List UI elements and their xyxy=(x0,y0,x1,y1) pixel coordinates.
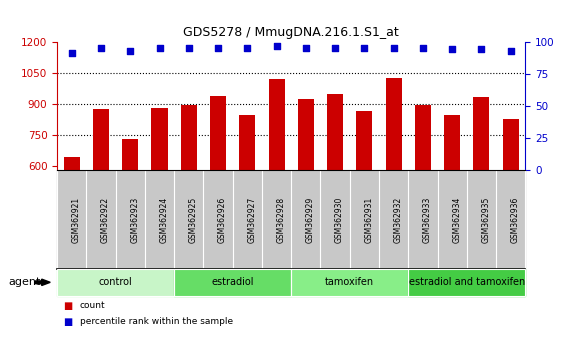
Text: GSM362926: GSM362926 xyxy=(218,196,227,242)
Text: GSM362934: GSM362934 xyxy=(452,196,461,243)
Text: GSM362925: GSM362925 xyxy=(189,196,198,242)
Point xyxy=(126,48,135,54)
Point xyxy=(272,44,281,49)
Text: GSM362922: GSM362922 xyxy=(101,196,110,242)
Bar xyxy=(415,104,431,289)
Bar xyxy=(93,109,109,289)
Bar xyxy=(122,139,138,289)
Text: ■: ■ xyxy=(63,301,72,311)
Point xyxy=(184,45,194,50)
Bar xyxy=(151,108,167,289)
Text: GSM362928: GSM362928 xyxy=(276,196,286,242)
Text: count: count xyxy=(80,301,106,310)
Bar xyxy=(210,96,226,289)
Point xyxy=(243,45,252,50)
Point xyxy=(419,45,428,50)
Bar xyxy=(268,80,284,289)
Text: GSM362927: GSM362927 xyxy=(247,196,256,242)
Text: estradiol and tamoxifen: estradiol and tamoxifen xyxy=(409,277,525,287)
Point xyxy=(448,46,457,52)
Text: GSM362923: GSM362923 xyxy=(130,196,139,242)
Text: control: control xyxy=(99,277,132,287)
Text: agent: agent xyxy=(9,277,41,287)
Bar xyxy=(356,111,372,289)
Bar xyxy=(327,94,343,289)
Text: GSM362933: GSM362933 xyxy=(423,196,432,243)
Text: GSM362921: GSM362921 xyxy=(72,196,81,242)
Point xyxy=(389,45,398,50)
Point xyxy=(477,46,486,52)
Point xyxy=(67,50,77,56)
Bar xyxy=(181,104,197,289)
Text: percentile rank within the sample: percentile rank within the sample xyxy=(80,317,233,326)
Bar xyxy=(64,156,80,289)
Point xyxy=(301,45,311,50)
Text: GSM362935: GSM362935 xyxy=(481,196,490,243)
Point xyxy=(214,45,223,50)
Point xyxy=(96,45,106,50)
Bar xyxy=(385,79,401,289)
Text: estradiol: estradiol xyxy=(211,277,254,287)
Bar xyxy=(239,115,255,289)
Text: ■: ■ xyxy=(63,317,72,327)
Point xyxy=(506,48,515,54)
Bar xyxy=(444,115,460,289)
Point xyxy=(331,45,340,50)
Point xyxy=(155,45,164,50)
Text: tamoxifen: tamoxifen xyxy=(325,277,375,287)
Point xyxy=(360,45,369,50)
Title: GDS5278 / MmugDNA.216.1.S1_at: GDS5278 / MmugDNA.216.1.S1_at xyxy=(183,25,399,39)
Text: GSM362930: GSM362930 xyxy=(335,196,344,243)
Bar xyxy=(502,119,518,289)
Text: GSM362932: GSM362932 xyxy=(393,196,403,242)
Text: GSM362924: GSM362924 xyxy=(159,196,168,242)
Text: GSM362931: GSM362931 xyxy=(364,196,373,242)
Text: GSM362936: GSM362936 xyxy=(510,196,520,243)
Text: GSM362929: GSM362929 xyxy=(306,196,315,242)
Bar xyxy=(298,99,314,289)
Bar xyxy=(473,97,489,289)
